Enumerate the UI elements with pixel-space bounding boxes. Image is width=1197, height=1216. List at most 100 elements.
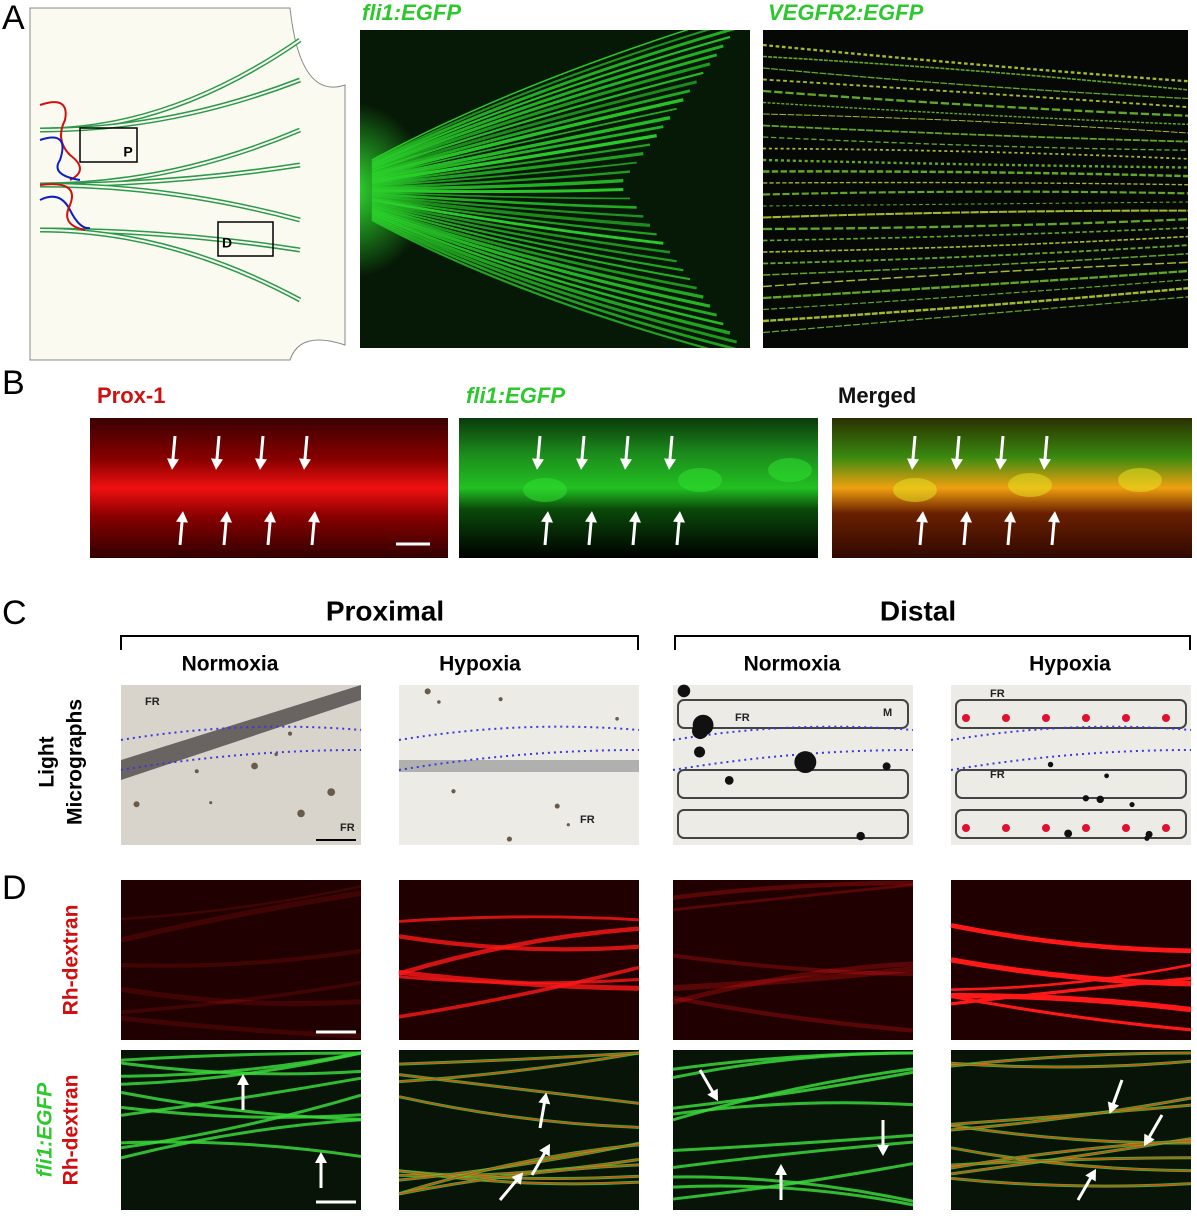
vessel — [763, 181, 1188, 186]
fluorescence-image — [121, 880, 361, 1040]
vessel — [672, 880, 914, 900]
vessel — [398, 934, 640, 952]
arrow-head — [960, 511, 972, 523]
vessel — [763, 235, 1188, 253]
cell — [678, 468, 722, 492]
fin-ray — [371, 143, 651, 185]
vessel — [672, 1067, 914, 1122]
fin-ray — [371, 197, 657, 236]
light-micrograph — [673, 685, 913, 845]
fin-ray — [371, 80, 698, 174]
vessel — [950, 963, 1192, 992]
group-title: Proximal — [326, 595, 444, 626]
pigment — [615, 716, 619, 721]
fin-schematic — [29, 7, 346, 361]
fin-ray — [371, 194, 644, 218]
cell — [893, 478, 937, 502]
fin-ray — [371, 192, 637, 209]
light-micrograph — [951, 685, 1191, 845]
vessel — [120, 1051, 362, 1086]
vessel — [763, 296, 1188, 334]
image-title: Merged — [838, 383, 916, 408]
fin-ray — [371, 205, 691, 281]
vessel-perfused — [398, 1144, 640, 1195]
row-label: Rh-dextran — [60, 905, 83, 1016]
image-label: M — [883, 707, 892, 719]
vessel — [398, 965, 640, 1019]
micrograph — [459, 418, 818, 558]
image-label: FR — [990, 769, 1005, 781]
vessel — [763, 67, 1188, 100]
vessel-perfused — [950, 1052, 1192, 1067]
arrow-head — [620, 458, 632, 470]
pigment — [251, 762, 258, 770]
vessel — [120, 885, 362, 921]
pigment — [297, 809, 305, 818]
vessel-perfused — [950, 1097, 1192, 1131]
arrow-head — [585, 511, 597, 523]
arrow-head — [664, 458, 676, 470]
vessel — [398, 915, 640, 923]
region-label: D — [222, 235, 232, 251]
fin-ray — [371, 134, 657, 184]
fin-ray — [371, 201, 677, 263]
arrow-head — [255, 458, 267, 470]
arrow-head — [315, 1152, 327, 1163]
vessel — [120, 1090, 362, 1121]
bracket — [674, 635, 1191, 650]
vessel — [763, 113, 1188, 134]
arrow-head — [1048, 511, 1060, 523]
condition-title: Normoxia — [744, 653, 841, 676]
arrow-head — [907, 458, 919, 470]
vessel — [763, 279, 1188, 311]
image-label: FR — [340, 822, 355, 834]
vessel — [950, 957, 1192, 987]
arrow-head — [541, 511, 553, 523]
vessel — [672, 1184, 914, 1207]
vessel — [763, 124, 1188, 143]
fin-ray — [371, 188, 624, 194]
red-cell — [962, 714, 970, 722]
vessel — [120, 980, 362, 1015]
arrow-head — [877, 1145, 889, 1156]
pigment — [692, 714, 714, 736]
vessel — [672, 1070, 914, 1110]
arrow-head — [539, 1143, 550, 1157]
fin-ray — [371, 30, 711, 163]
vessel — [672, 961, 914, 1005]
vessel — [763, 287, 1188, 323]
red-cell — [1162, 824, 1170, 832]
ray — [39, 184, 301, 221]
arrow-head — [220, 511, 232, 523]
vessel — [763, 136, 1188, 151]
pigment — [856, 831, 865, 841]
red-cell — [962, 824, 970, 832]
vessel-outline — [120, 749, 362, 771]
vessel — [763, 43, 1188, 83]
pigment — [677, 684, 691, 698]
fin-ray — [371, 178, 624, 191]
region-label: P — [123, 144, 132, 160]
fluorescence-image — [951, 880, 1191, 1040]
bone-ray — [955, 809, 1187, 839]
vessel — [763, 170, 1188, 178]
vessel — [763, 89, 1188, 117]
row-label: Micrographs — [64, 699, 87, 825]
cell — [1118, 468, 1162, 492]
condition-title: Hypoxia — [1029, 653, 1111, 676]
pigment — [794, 751, 817, 774]
pigment — [724, 776, 734, 785]
vessel — [120, 1105, 362, 1119]
arrow-head — [995, 458, 1007, 470]
pigment — [1129, 801, 1135, 808]
vessel — [398, 926, 640, 976]
red-cell — [1082, 824, 1090, 832]
bone-ray — [121, 685, 361, 780]
arrow-head — [308, 511, 320, 523]
red-cell — [1002, 714, 1010, 722]
image-title: VEGFR2:EGFP — [768, 0, 924, 25]
fin-ray — [371, 116, 671, 181]
red-cell — [1162, 714, 1170, 722]
red-cell — [1082, 714, 1090, 722]
